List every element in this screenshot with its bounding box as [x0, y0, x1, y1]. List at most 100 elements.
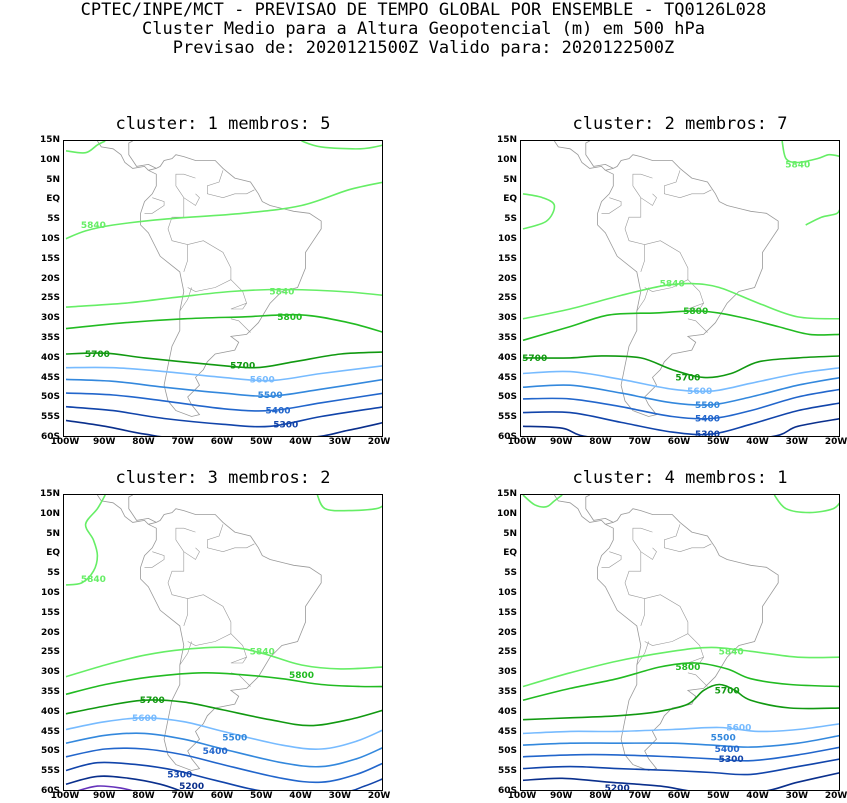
- lon-tick-label: 30W: [785, 437, 809, 447]
- country-border: [687, 633, 704, 664]
- contour-label: 5200: [179, 782, 204, 791]
- contour-label: 5500: [222, 733, 247, 743]
- contour-label: 5500: [711, 733, 736, 743]
- contour-5300: [65, 761, 382, 790]
- contour-5300: [65, 405, 382, 428]
- lat-tick-label: 10S: [40, 588, 60, 598]
- contour-5500: [522, 734, 839, 748]
- lat-tick-label: 15S: [497, 253, 517, 264]
- country-border: [636, 641, 649, 666]
- contour-label: 5400: [715, 745, 740, 755]
- contour-5400: [522, 388, 839, 420]
- contour-5300: [522, 402, 839, 436]
- lon-tick-label: 60W: [210, 437, 234, 447]
- lon-tick-label: 80W: [132, 791, 155, 801]
- contour-label: 5840: [250, 647, 275, 657]
- lat-tick-label: 5S: [47, 214, 60, 225]
- lon-tick-label: 30W: [328, 437, 352, 447]
- contour-5400: [522, 746, 839, 762]
- lat-tick-label: 5N: [503, 174, 517, 185]
- contour-5600: [522, 723, 839, 735]
- lat-tick-label: 10S: [497, 588, 517, 598]
- lat-tick-label: EQ: [503, 548, 517, 559]
- contour-5500: [65, 378, 382, 398]
- map-svg: 5840 5840 5800 5700 5600 5500 5400 5300 5200: [65, 495, 382, 791]
- lat-tick-label: 5S: [504, 214, 517, 225]
- lon-tick-label: 80W: [589, 791, 612, 801]
- coastline: [554, 495, 606, 525]
- lat-tick-label: 30S: [497, 313, 517, 324]
- lat-tick-label: 25S: [497, 293, 517, 304]
- lon-tick-label: 60W: [667, 437, 691, 447]
- lon-tick-label: 20W: [824, 437, 847, 447]
- contour-5840: [522, 646, 839, 688]
- lat-tick-label: 5S: [504, 568, 517, 579]
- lat-tick-label: 60S: [497, 786, 517, 796]
- lon-tick-label: 40W: [746, 791, 769, 801]
- lat-tick-label: 35S: [497, 333, 517, 343]
- lon-tick-label: 100W: [507, 437, 537, 447]
- contour-5840c: [781, 141, 839, 164]
- map-panel-2: 5840 5840 5800 5700 5700 5600 5500 5400 5300: [520, 140, 840, 437]
- lon-tick-label: 70W: [171, 791, 194, 801]
- country-border: [144, 197, 165, 214]
- contour-label: 5800: [675, 663, 700, 673]
- contour-label: 5300: [167, 770, 192, 780]
- lon-tick-label: 100W: [507, 791, 537, 801]
- country-border: [687, 279, 704, 310]
- contour-5200: [65, 419, 382, 436]
- lat-tick-label: 15N: [496, 489, 517, 499]
- coastline: [585, 495, 614, 523]
- country-border: [230, 633, 247, 664]
- lat-tick-label: 50S: [497, 746, 517, 757]
- contour-label: 5700: [85, 350, 110, 360]
- contour-5800: [65, 671, 382, 696]
- lat-tick-label: 15N: [39, 135, 60, 145]
- contour-5700: [522, 355, 839, 379]
- lat-tick-label: 60S: [40, 432, 60, 442]
- lat-tick-label: 15N: [496, 135, 517, 145]
- contour-5400: [65, 747, 382, 784]
- contour-5700: [522, 683, 839, 721]
- contour-label: 5800: [289, 671, 314, 681]
- contour-5600: [65, 716, 382, 750]
- country-border: [644, 240, 689, 292]
- lat-tick-label: 40S: [40, 706, 60, 717]
- lat-tick-label: 25S: [497, 647, 517, 658]
- country-border: [144, 551, 165, 568]
- country-border: [644, 594, 689, 646]
- lat-tick-label: 40S: [497, 352, 517, 363]
- map-panel-3: 5840 5840 5800 5700 5600 5500 5400 5300 5200: [63, 494, 383, 791]
- contour-5840: [65, 288, 382, 308]
- lat-tick-label: 60S: [497, 432, 517, 442]
- contour-label: 5840: [81, 575, 106, 585]
- lat-tick-label: 10N: [39, 508, 60, 519]
- contour-label: 5300: [273, 420, 298, 430]
- contour-5700: [65, 351, 382, 369]
- lon-tick-label: 70W: [628, 791, 651, 801]
- coastline: [597, 154, 779, 417]
- contour-5840: [65, 646, 382, 678]
- lon-tick-label: 40W: [289, 791, 312, 801]
- country-border: [187, 594, 232, 646]
- lat-tick-label: 45S: [40, 372, 60, 383]
- contour-label: 5200: [605, 784, 630, 791]
- coastline: [128, 495, 157, 523]
- country-border: [167, 551, 188, 626]
- country-border: [179, 641, 192, 666]
- lon-tick-label: 50W: [250, 791, 273, 801]
- contour-label: 5700: [522, 354, 547, 364]
- lon-tick-label: 80W: [589, 437, 612, 447]
- contour-label: 5800: [683, 307, 708, 317]
- country-border: [632, 527, 657, 560]
- lat-tick-label: 50S: [40, 392, 60, 403]
- map-panel-1: 5840 5840 5800 5700 5700 5600 5500 5400 5300: [63, 140, 383, 437]
- country-border: [601, 197, 622, 214]
- contour-5840b: [522, 495, 563, 508]
- map-panel-4: 5840 5800 5700 5600 5500 5400 5300 5200: [520, 494, 840, 791]
- lat-tick-label: 50S: [40, 746, 60, 757]
- lat-tick-label: 10S: [497, 234, 517, 244]
- panel-title-1: cluster: 1 membros: 5: [115, 114, 331, 134]
- lon-tick-label: 80W: [132, 437, 155, 447]
